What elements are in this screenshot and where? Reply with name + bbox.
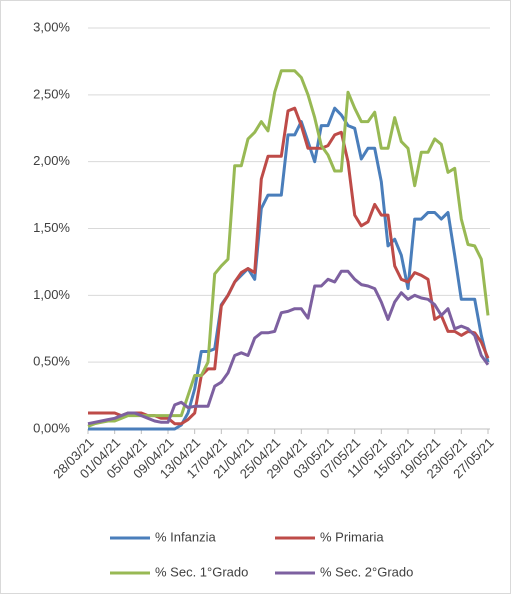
legend-label: % Sec. 2°Grado [320, 564, 413, 579]
series-line [88, 106, 490, 431]
series-line [87, 269, 490, 426]
y-tick-label: 0,50% [33, 354, 70, 369]
y-tick-label: 1,00% [33, 287, 70, 302]
y-tick-label: 1,50% [33, 220, 70, 235]
y-tick-label: 0,00% [33, 420, 70, 435]
y-tick-label: 3,00% [33, 19, 70, 34]
legend-label: % Sec. 1°Grado [155, 564, 248, 579]
legend-label: % Infanzia [155, 529, 216, 544]
y-tick-label: 2,50% [33, 86, 70, 101]
y-tick-label: 2,00% [33, 153, 70, 168]
legend-label: % Primaria [320, 529, 384, 544]
series-line [87, 69, 490, 428]
